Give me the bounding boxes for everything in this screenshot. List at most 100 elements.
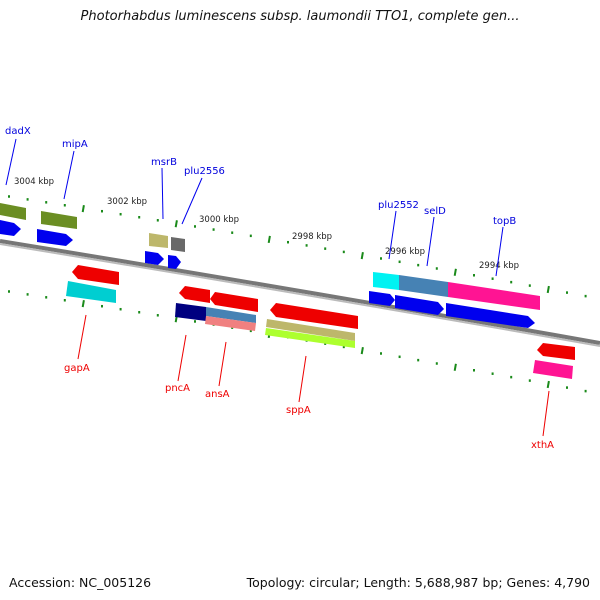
cds-arrow[interactable] <box>395 295 444 315</box>
minor-tick <box>491 277 494 280</box>
label-leader <box>181 177 203 225</box>
upper-gene-labels: dadX mipA msrB plu2556 plu2552 selD topB <box>5 126 516 277</box>
label-leader <box>161 167 164 220</box>
gene-label-plu2556[interactable]: plu2556 <box>184 166 225 177</box>
minor-tick <box>287 240 289 244</box>
cds-arrow-rev[interactable] <box>72 265 119 285</box>
cds-arrow-rev[interactable] <box>270 303 358 329</box>
minor-tick <box>510 375 513 379</box>
minor-tick <box>417 263 420 267</box>
minor-tick <box>45 201 48 204</box>
upper-features <box>0 203 540 328</box>
minor-tick <box>194 320 196 323</box>
minor-tick <box>26 293 29 296</box>
label-leader <box>426 216 435 267</box>
gene-label-plu2552[interactable]: plu2552 <box>378 200 419 211</box>
label-leader <box>388 210 397 260</box>
label-leader <box>495 226 504 277</box>
gene-bar-sppA-lower <box>265 328 355 348</box>
major-tick <box>360 251 364 260</box>
major-tick <box>267 235 271 244</box>
major-tick <box>453 363 457 371</box>
minor-tick <box>435 362 438 365</box>
gene-bar-pncA[interactable] <box>175 303 206 321</box>
minor-tick <box>101 304 103 308</box>
minor-tick <box>398 355 401 359</box>
genome-backbone-shadow <box>0 243 600 347</box>
gene-bar-sppA[interactable] <box>266 319 355 341</box>
gene-label-sppA[interactable]: sppA <box>286 405 311 416</box>
minor-tick <box>119 212 122 216</box>
label-leader <box>298 355 307 403</box>
cds-arrow[interactable] <box>168 255 181 269</box>
gene-bar-dadX[interactable] <box>0 203 26 220</box>
minor-tick <box>138 310 141 314</box>
minor-tick <box>473 369 475 372</box>
major-tick <box>546 285 550 294</box>
minor-tick <box>510 280 513 284</box>
major-tick <box>174 220 178 228</box>
minor-tick <box>566 386 568 389</box>
ruler-label: 3000 kbp <box>199 215 239 225</box>
gene-bar-msrB[interactable] <box>149 233 168 248</box>
cds-arrow[interactable] <box>145 251 164 265</box>
minor-tick <box>380 257 382 260</box>
gene-label-selD[interactable]: selD <box>424 206 446 217</box>
cds-arrow-rev[interactable] <box>537 343 575 360</box>
minor-tick <box>342 250 345 254</box>
genome-backbone <box>0 239 600 345</box>
gene-bar-mipA[interactable] <box>41 211 77 229</box>
minor-tick <box>566 291 568 294</box>
minor-tick <box>491 372 494 375</box>
gene-bar-plu2556[interactable] <box>171 237 185 252</box>
cds-arrow-rev[interactable] <box>179 286 210 303</box>
minor-tick <box>584 294 587 298</box>
minor-tick <box>119 307 122 311</box>
gene-label-ansA[interactable]: ansA <box>205 389 230 400</box>
minor-tick <box>212 228 215 231</box>
gene-label-msrB[interactable]: msrB <box>151 157 177 168</box>
gene-label-topB[interactable]: topB <box>493 216 516 227</box>
minor-tick <box>305 244 308 247</box>
minor-tick <box>45 296 48 299</box>
cds-arrow[interactable] <box>0 220 21 236</box>
gene-label-dadX[interactable]: dadX <box>5 126 31 137</box>
gene-label-pncA[interactable]: pncA <box>165 383 190 394</box>
ruler-label: 2996 kbp <box>385 247 425 257</box>
accession-text: Accession: NC_005126 <box>9 575 152 590</box>
genome-summary-text: Topology: circular; Length: 5,688,987 bp… <box>246 575 590 590</box>
label-leader <box>77 314 87 360</box>
gene-bar-ansA[interactable] <box>206 307 256 323</box>
minor-tick <box>231 231 234 234</box>
gene-label-gapA[interactable]: gapA <box>64 363 90 374</box>
minor-tick <box>8 195 10 198</box>
gene-bar-ansA-lower <box>205 316 256 331</box>
cds-arrow[interactable] <box>37 229 73 246</box>
gene-bar-gapA[interactable] <box>66 281 116 303</box>
lower-gene-labels: gapA pncA ansA sppA xthA <box>64 314 554 451</box>
ruler-label: 2994 kbp <box>479 261 519 271</box>
cds-arrow[interactable] <box>446 303 535 328</box>
minor-tick <box>584 389 587 393</box>
minor-tick <box>63 204 66 207</box>
major-tick <box>453 268 457 276</box>
gene-bar-topB[interactable] <box>448 282 540 310</box>
gene-label-xthA[interactable]: xthA <box>531 440 554 451</box>
minor-tick <box>26 198 29 201</box>
gene-bar-plu2552[interactable] <box>373 272 399 290</box>
minor-tick <box>101 209 103 213</box>
minor-tick <box>473 274 475 277</box>
lower-features <box>66 265 575 379</box>
minor-tick <box>435 267 438 270</box>
minor-tick <box>528 284 531 287</box>
cds-arrow-rev[interactable] <box>210 292 258 312</box>
gene-bar-selD[interactable] <box>399 275 448 297</box>
genome-title: Photorhabdus luminescens subsp. laumondi… <box>80 9 520 24</box>
gene-label-mipA[interactable]: mipA <box>62 139 88 150</box>
gene-bar-xthA[interactable] <box>533 360 573 379</box>
ruler-label: 2998 kbp <box>292 232 332 242</box>
ruler-ticks-lower <box>8 290 587 393</box>
label-leader <box>5 138 17 186</box>
cds-arrow[interactable] <box>369 291 395 306</box>
